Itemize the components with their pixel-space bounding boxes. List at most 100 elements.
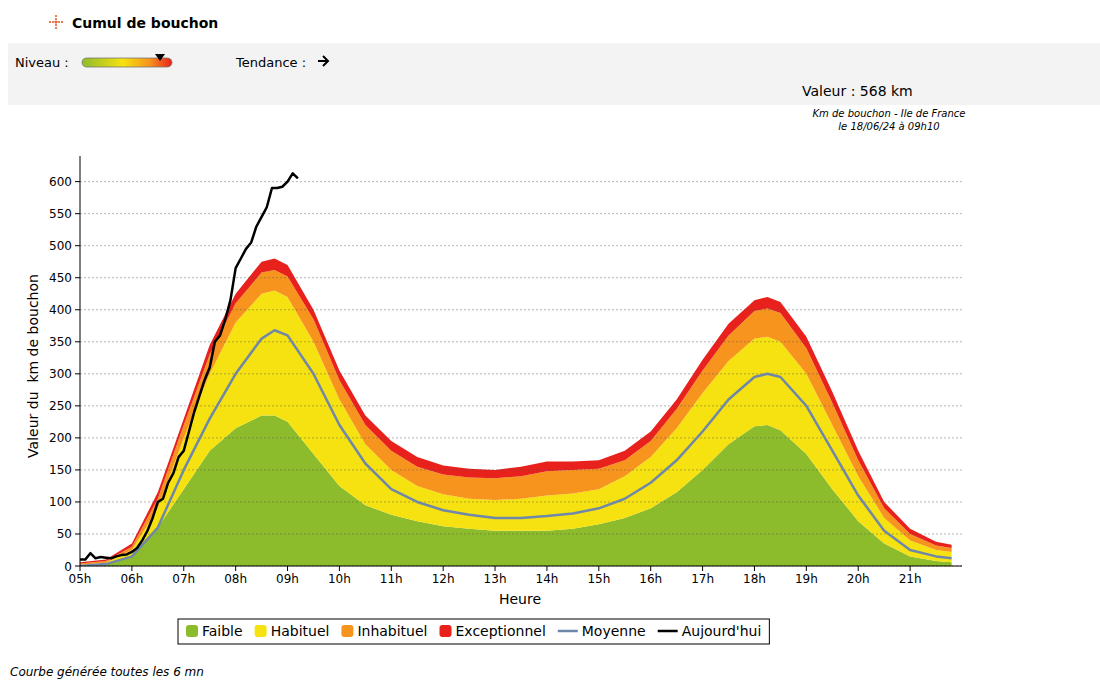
level-gauge [82,58,172,67]
x-tick-label: 05h [69,572,92,586]
x-tick-label: 14h [536,572,559,586]
x-tick-label: 21h [899,572,922,586]
y-tick-label: 550 [49,207,72,221]
title-icon-dot [55,27,57,29]
title-icon-dot [58,21,60,23]
x-tick-label: 09h [276,572,299,586]
areas [80,259,952,567]
y-tick [75,501,80,502]
current-value: Valeur : 568 km [802,83,913,99]
y-tick-label: 300 [49,367,72,381]
x-tick-label: 20h [847,572,870,586]
x-tick [80,566,81,571]
x-tick-label: 15h [587,572,610,586]
y-tick [75,309,80,310]
legend-box [178,619,769,644]
grid-line [80,277,962,278]
y-tick-label: 500 [49,239,72,253]
x-tick [131,566,132,571]
x-axis-line [80,566,962,567]
grid-line [80,533,962,534]
title-icon-dot [55,18,57,20]
grid-line [80,181,962,182]
x-tick-label: 12h [432,572,455,586]
y-tick-label: 50 [57,527,72,541]
title-icon-dot [61,21,63,23]
x-tick-label: 19h [795,572,818,586]
y-tick-label: 450 [49,271,72,285]
legend-label: Aujourd'hui [682,623,762,639]
grid-line [80,501,962,502]
y-tick [75,533,80,534]
title-icon-dot [55,24,57,26]
y-tick [75,277,80,278]
y-tick-label: 250 [49,399,72,413]
grid [80,182,962,566]
legend-swatch [255,625,267,637]
y-axis-label: Valeur du km de bouchon [25,274,41,458]
chart-root: Cumul de bouchonNiveau :Tendance :Valeur… [0,0,1100,697]
legend-swatch [186,625,198,637]
x-tick [339,566,340,571]
x-tick-label: 06h [120,572,143,586]
x-tick-label: 08h [224,572,247,586]
chart-title: Km de bouchon - Ile de France [813,108,966,119]
grid-line [80,341,962,342]
x-tick-label: 07h [172,572,195,586]
title-icon-dot [55,15,57,17]
y-tick [75,213,80,214]
y-tick [75,469,80,470]
x-tick [598,566,599,571]
header-bar [8,43,1100,105]
x-tick-label: 18h [743,572,766,586]
x-tick-label: 17h [691,572,714,586]
x-tick-label: 11h [380,572,403,586]
title-icon [49,15,63,29]
footer-note: Courbe générée toutes les 6 mn [10,665,204,679]
x-tick-label: 10h [328,572,351,586]
y-tick-label: 400 [49,303,72,317]
y-tick [75,341,80,342]
y-tick-label: 150 [49,463,72,477]
x-tick [754,566,755,571]
y-tick-label: 100 [49,495,72,509]
grid-line [80,213,962,214]
chart-subtitle: le 18/06/24 à 09h10 [838,121,939,132]
level-label: Niveau : [15,55,69,70]
legend-line [558,630,578,633]
grid-line [80,437,962,438]
grid-line [80,405,962,406]
legend-line [658,630,678,633]
band-area [80,291,952,566]
legend-label: Inhabituel [357,623,427,639]
y-tick [75,566,80,567]
x-tick [495,566,496,571]
y-tick [75,245,80,246]
grid-line [80,373,962,374]
x-tick [443,566,444,571]
axes: 05010015020025030035040045050055060005h0… [49,156,962,586]
y-tick [75,373,80,374]
x-axis-label: Heure [499,591,541,607]
grid-line [80,566,962,567]
y-tick [75,437,80,438]
legend-label: Moyenne [582,623,646,639]
y-tick-label: 600 [49,175,72,189]
y-axis-line [80,156,81,566]
series-line [80,173,298,559]
legend-swatch [341,625,353,637]
x-tick [858,566,859,571]
x-tick [806,566,807,571]
grid-line [80,245,962,246]
x-tick-label: 16h [639,572,662,586]
legend-label: Faible [202,623,243,639]
legend-label: Habituel [271,623,330,639]
x-tick [183,566,184,571]
title-icon-dot [52,21,54,23]
x-tick [546,566,547,571]
legend: FaibleHabituelInhabituelExceptionnelMoye… [178,619,769,644]
y-tick-label: 350 [49,335,72,349]
grid-line [80,469,962,470]
y-tick-label: 200 [49,431,72,445]
x-tick [702,566,703,571]
